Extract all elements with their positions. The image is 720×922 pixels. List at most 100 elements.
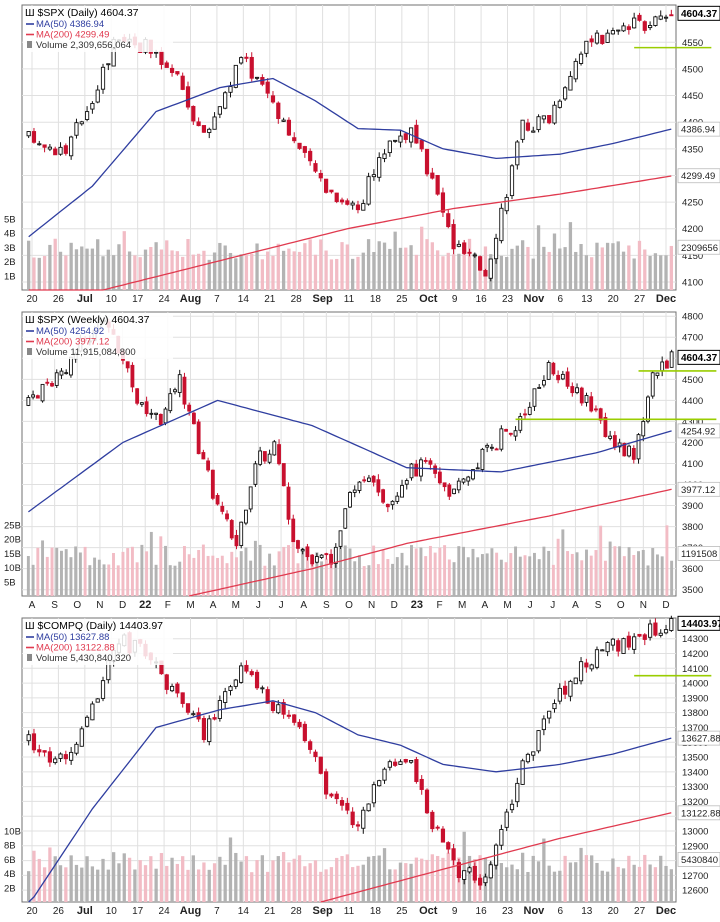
volume-bar [250, 254, 254, 290]
candle-body [537, 386, 542, 389]
volume-bar [80, 867, 84, 902]
volume-bar [568, 222, 573, 290]
candle-body [573, 60, 578, 80]
volume-bar [239, 551, 243, 596]
candle-body [605, 32, 610, 43]
volume-bar [568, 862, 573, 902]
candle-body [350, 202, 355, 206]
volume-bar [313, 254, 318, 290]
volume-bar [438, 547, 442, 596]
volume-bar [367, 565, 371, 596]
volume-bar [107, 564, 111, 596]
candle-body [472, 254, 477, 257]
candle-body [557, 687, 562, 702]
price-tick-label: 13300 [682, 782, 708, 793]
volume-bar [116, 565, 120, 596]
volume-bar [101, 256, 105, 290]
x-tick-label: 6 [558, 294, 564, 305]
candle-body [308, 150, 313, 162]
candle-body [642, 21, 647, 31]
volume-bar [435, 250, 440, 290]
volume-bar [27, 871, 31, 902]
volume-bar [111, 255, 116, 290]
volume-bar [122, 231, 126, 290]
volume-bar [244, 547, 248, 596]
volume-bar [149, 246, 153, 290]
volume-bar [339, 537, 343, 596]
volume-bar [471, 548, 475, 596]
volume-bar [603, 560, 607, 596]
volume-bar [377, 855, 381, 902]
volume-bar [646, 565, 650, 596]
candle-body [616, 29, 621, 32]
volume-bar [69, 557, 73, 596]
volume-bar [206, 555, 210, 596]
price-tick-label: 14000 [682, 679, 708, 690]
x-tick-label: 27 [634, 294, 646, 305]
volume-bar [561, 529, 565, 596]
volume-bar [133, 255, 137, 290]
volume-tick-label: 20B [4, 535, 21, 546]
volume-bar [106, 249, 110, 290]
ma-value-label: 4386.94 [681, 125, 715, 136]
volume-tick-label: 1B [4, 271, 16, 282]
ma50-line [28, 399, 672, 513]
volume-bar [143, 249, 148, 290]
volume-bar [420, 226, 424, 290]
volume-bar [297, 855, 302, 902]
volume-bar [230, 551, 234, 596]
candle-body [58, 753, 63, 759]
volume-bar [74, 546, 78, 596]
volume-bar [447, 559, 451, 596]
volume-bar [102, 564, 106, 596]
legend-entry: Volume 5,430,840,320 [36, 653, 131, 664]
candle-body [207, 128, 212, 133]
volume-bar [165, 240, 169, 290]
volume-bar [526, 246, 530, 290]
x-tick-label: Jul [77, 905, 93, 917]
candle-body [414, 463, 419, 477]
candle-body [547, 710, 552, 719]
volume-bar [357, 555, 361, 596]
price-tick-label: 13500 [682, 753, 708, 764]
volume-bar [391, 563, 395, 596]
volume-bar [192, 557, 196, 596]
candle-body [531, 130, 536, 133]
x-tick-label: Dec [656, 293, 676, 305]
volume-bar [518, 556, 522, 596]
candle-body [139, 402, 144, 405]
volume-bar [159, 536, 163, 596]
volume-bar [660, 556, 664, 596]
volume-bar [287, 248, 291, 290]
volume-bar [361, 252, 365, 290]
volume-bar [584, 855, 589, 902]
x-tick-label: 16 [476, 906, 488, 917]
volume-bar [580, 560, 584, 596]
volume-bar [566, 551, 570, 596]
x-tick-label: 24 [159, 294, 171, 305]
candle-body [520, 760, 525, 785]
volume-bar [42, 256, 47, 290]
volume-bar [69, 242, 73, 290]
legend-entry: MA(200) 3977.12 [36, 337, 109, 348]
candle-body [191, 713, 196, 716]
price-tick-label: 12600 [682, 886, 708, 897]
legend-swatch [27, 654, 32, 661]
candle-body [398, 761, 403, 765]
candle-body [446, 842, 451, 850]
volume-bar [585, 549, 588, 596]
x-tick-label: 26 [53, 294, 65, 305]
candle-body [329, 189, 334, 193]
volume-bar [255, 243, 259, 290]
volume-bar [499, 255, 504, 290]
volume-bar [268, 553, 272, 596]
candle-body [637, 14, 642, 21]
volume-bar [462, 831, 466, 902]
candle-body [480, 448, 485, 470]
legend-entry: Volume 11,915,084,800 [36, 347, 136, 358]
candle-body [610, 638, 616, 646]
candle-body [608, 435, 613, 439]
candle-body [641, 420, 646, 437]
candle-body [462, 242, 467, 254]
x-tick-label: F [437, 600, 443, 611]
